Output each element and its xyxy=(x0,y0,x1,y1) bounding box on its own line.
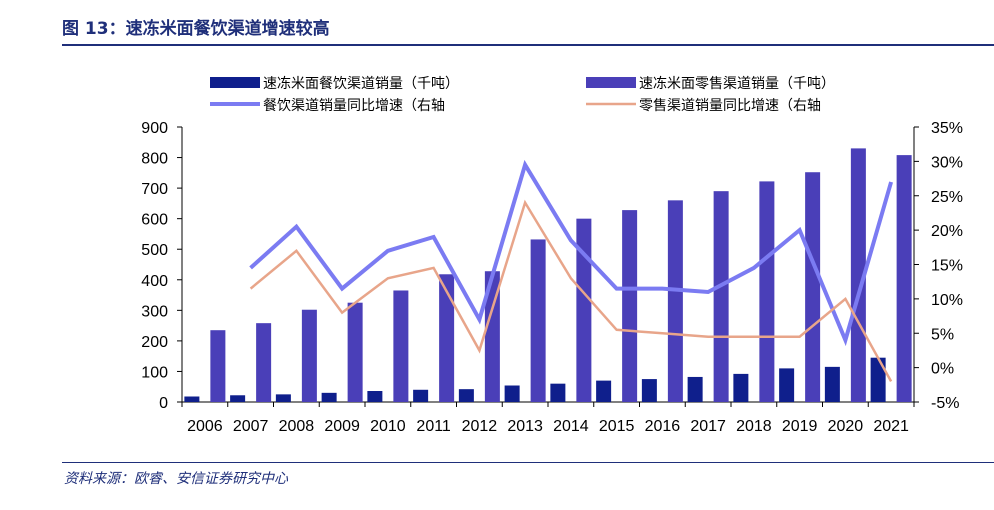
bar-catering xyxy=(550,383,566,402)
bar-catering xyxy=(687,376,703,402)
right-tick-label: 15% xyxy=(931,258,963,275)
bar-catering xyxy=(641,379,657,402)
left-tick-label: 500 xyxy=(141,242,168,259)
x-tick-label: 2019 xyxy=(782,418,818,435)
left-tick-label: 700 xyxy=(141,181,168,198)
bar-retail xyxy=(759,181,775,402)
bar-retail xyxy=(530,239,546,402)
x-tick-label: 2017 xyxy=(690,418,726,435)
left-tick-label: 800 xyxy=(141,151,168,168)
right-tick-label: 35% xyxy=(931,120,963,137)
bar-catering xyxy=(870,357,886,402)
right-tick-label: 0% xyxy=(931,361,954,378)
right-tick-label: 10% xyxy=(931,292,963,309)
title-rule xyxy=(62,44,994,46)
bar-retail xyxy=(713,191,729,402)
bar-retail xyxy=(301,309,317,402)
bar-retail xyxy=(805,172,821,402)
legend-catering-volume-swatch xyxy=(210,77,260,88)
source-rule xyxy=(62,462,994,463)
right-tick-label: -5% xyxy=(931,395,959,412)
x-tick-label: 2013 xyxy=(507,418,543,435)
legend-retail-volume-label: 速冻米面零售渠道销量（千吨） xyxy=(639,75,835,92)
x-tick-label: 2020 xyxy=(828,418,864,435)
left-tick-label: 200 xyxy=(141,334,168,351)
bar-retail xyxy=(896,155,912,402)
x-tick-label: 2010 xyxy=(370,418,406,435)
bar-catering xyxy=(779,368,795,402)
bar-catering xyxy=(413,389,429,402)
x-tick-label: 2016 xyxy=(645,418,681,435)
line-retail-growth xyxy=(249,199,893,383)
line-catering-growth xyxy=(249,159,894,347)
bar-catering xyxy=(733,373,749,402)
bar-catering xyxy=(367,391,383,402)
chart-title: 图 13：速冻米面餐饮渠道增速较高 xyxy=(62,19,330,39)
legend-retail-volume-swatch xyxy=(586,77,636,88)
bar-retail xyxy=(393,290,409,402)
left-tick-label: 400 xyxy=(141,273,168,290)
x-tick-label: 2012 xyxy=(462,418,498,435)
bar-retail xyxy=(667,200,683,402)
lines xyxy=(249,159,894,383)
bar-catering xyxy=(458,389,474,402)
x-tick-label: 2007 xyxy=(233,418,269,435)
left-tick-label: 100 xyxy=(141,364,168,381)
legend-catering-volume-label: 速冻米面餐饮渠道销量（千吨） xyxy=(263,75,459,92)
x-tick-label: 2006 xyxy=(187,418,223,435)
x-tick-label: 2021 xyxy=(873,418,909,435)
bar-catering xyxy=(824,366,840,402)
right-tick-label: 20% xyxy=(931,223,963,240)
bar-retail xyxy=(439,274,455,402)
legend: 速冻米面餐饮渠道销量（千吨） 速冻米面零售渠道销量（千吨） 餐饮渠道销量同比增速（右… xyxy=(210,75,835,114)
bar-catering xyxy=(275,394,291,402)
bar-retail xyxy=(622,210,638,402)
bar-retail xyxy=(347,302,363,402)
right-tick-label: 25% xyxy=(931,189,963,206)
bars xyxy=(184,148,912,402)
legend-retail-growth-label: 零售渠道销量同比增速（右轴 xyxy=(639,98,821,114)
bar-catering xyxy=(230,395,246,402)
x-tick-label: 2018 xyxy=(736,418,772,435)
x-tick-label: 2011 xyxy=(416,418,451,435)
left-tick-label: 300 xyxy=(141,303,168,320)
x-tick-label: 2015 xyxy=(599,418,635,435)
bar-retail xyxy=(256,323,272,402)
x-tick-label: 2009 xyxy=(324,418,360,435)
tick-labels: 0 100 200 300 400 500 600 700 800 900 -5% 0% 5% 10% 15… xyxy=(141,120,963,435)
right-tick-label: 30% xyxy=(931,154,963,171)
bar-catering xyxy=(184,396,200,402)
legend-catering-growth-label: 餐饮渠道销量同比增速（右轴 xyxy=(263,98,445,114)
bar-retail xyxy=(484,271,500,402)
left-tick-label: 600 xyxy=(141,212,168,229)
bar-retail xyxy=(210,330,226,402)
x-tick-label: 2008 xyxy=(279,418,315,435)
source-note: 资料来源：欧睿、安信证券研究中心 xyxy=(64,471,288,487)
bar-retail xyxy=(850,148,866,402)
left-tick-label: 900 xyxy=(141,120,168,137)
bar-catering xyxy=(321,392,337,402)
bar-catering xyxy=(596,380,612,402)
bar-catering xyxy=(504,385,520,402)
x-tick-label: 2014 xyxy=(553,418,589,435)
left-tick-label: 0 xyxy=(159,395,168,412)
right-tick-label: 5% xyxy=(931,326,954,343)
bar-retail xyxy=(576,218,592,402)
